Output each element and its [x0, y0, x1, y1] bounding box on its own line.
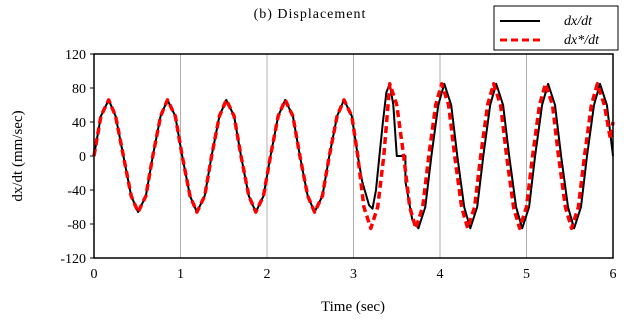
legend-box [493, 5, 619, 51]
y-tick-label: 80 [72, 82, 86, 97]
x-tick-label: 4 [437, 267, 444, 282]
plot-area-border [93, 53, 614, 259]
x-tick-label: 0 [91, 267, 98, 282]
y-tick-label: -80 [67, 218, 86, 233]
y-tick-label: -120 [60, 252, 86, 267]
x-tick-label: 6 [610, 267, 617, 282]
y-tick-label: 0 [79, 150, 86, 165]
x-axis-label: Time (sec) [321, 299, 385, 315]
y-axis-label: dx/dt (mm/sec) [10, 110, 26, 201]
y-tick-label: 120 [65, 48, 86, 63]
series-lines [92, 82, 615, 231]
chart-title: (b) Displacement [254, 7, 367, 22]
x-tick-label: 1 [177, 267, 184, 282]
grid [180, 54, 527, 258]
legend-label-dxstar-dt: dx*/dt [564, 33, 600, 48]
series-line-dxstar-dt [92, 82, 615, 231]
legend: dx/dt dx*/dt [493, 5, 619, 51]
legend-label-dxdt: dx/dt [564, 14, 593, 29]
x-tick-label: 5 [523, 267, 530, 282]
x-tick-label: 2 [264, 267, 271, 282]
y-tick-label: 40 [72, 116, 86, 131]
y-tick-label: -40 [67, 184, 86, 199]
x-tick-label: 3 [350, 267, 357, 282]
